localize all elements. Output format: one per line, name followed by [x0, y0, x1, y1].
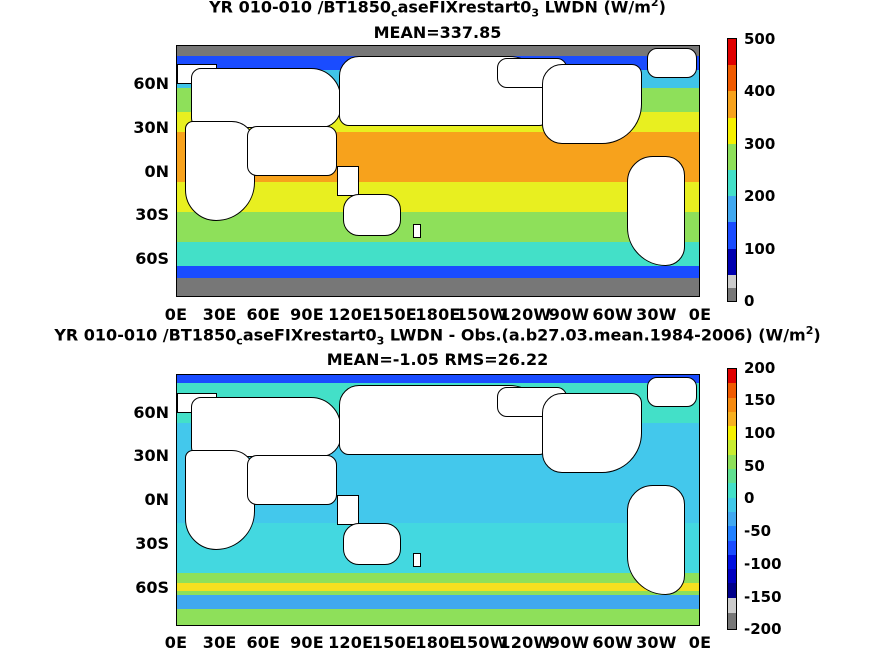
panel2-colorbar-tick: 200 [744, 359, 776, 377]
panel1-lat-label-60n: 60N [133, 74, 169, 93]
panel1-colorbar-tick: 400 [744, 82, 776, 100]
lon-label: 90E [290, 633, 324, 652]
panel1-colorbar-tick: 200 [744, 187, 776, 205]
lon-label: 180E [415, 305, 461, 324]
lon-label: 120E [328, 633, 374, 652]
panel1-lat-label-30n: 30N [133, 118, 169, 137]
lwdn-bias-map [176, 374, 700, 626]
panel1-mean-label: MEAN=337.85 [373, 23, 502, 42]
lon-label: 0E [164, 305, 188, 324]
lon-label: 150W [455, 305, 508, 324]
panel1-colorbar-tick: 0 [744, 292, 755, 310]
panel2-colorbar-tick: 100 [744, 424, 776, 442]
panel1-lat-label-60s: 60S [135, 249, 169, 268]
panel2-lat-label-0n: 0N [144, 490, 169, 509]
lwdn-map [176, 45, 700, 297]
lon-label: 60E [246, 633, 281, 652]
panel1-lat-label-0n: 0N [144, 162, 169, 181]
lon-label: 150E [371, 305, 417, 324]
lon-label: 180E [415, 633, 461, 652]
panel2-title-line1: YR 010-010 /BT1850caseFIXrestart03 LWDN … [54, 324, 821, 348]
panel1-colorbar-tick: 500 [744, 30, 776, 48]
panel2-colorbar-tick: -150 [744, 588, 782, 606]
lon-label: 60W [592, 633, 633, 652]
lon-label: 90W [548, 633, 590, 652]
panel2-lat-label-60n: 60N [133, 403, 169, 422]
panel2-colorbar-tick: -100 [744, 555, 782, 573]
lon-label: 150E [371, 633, 417, 652]
panel2-lat-label-30s: 30S [135, 534, 169, 553]
panel1-colorbar-tick: 100 [744, 240, 776, 258]
panel2-colorbar-tick: -50 [744, 522, 772, 540]
panel2-colorbar-tick: -200 [744, 620, 782, 638]
panel1-colorbar [727, 38, 737, 302]
panel2-colorbar-tick: 50 [744, 457, 765, 475]
lon-label: 30W [636, 305, 677, 324]
panel2-mean-rms-label: MEAN=-1.05 RMS=26.22 [326, 350, 549, 369]
panel2-colorbar-tick: 150 [744, 391, 776, 409]
lon-label: 120W [499, 305, 552, 324]
lon-label: 30W [636, 633, 677, 652]
panel2-colorbar [727, 368, 737, 630]
lon-label: 150W [455, 633, 508, 652]
lon-label: 30E [202, 633, 237, 652]
panel1-colorbar-tick: 300 [744, 135, 776, 153]
panel1-lat-label-30s: 30S [135, 205, 169, 224]
lon-label: 0E [688, 305, 712, 324]
panel1-title-line1: YR 010-010 /BT1850caseFIXrestart03 LWDN … [209, 0, 666, 20]
lon-label: 120W [499, 633, 552, 652]
lon-label: 90W [548, 305, 590, 324]
lon-label: 90E [290, 305, 324, 324]
panel2-lat-label-30n: 30N [133, 446, 169, 465]
lon-label: 120E [328, 305, 374, 324]
panel2-colorbar-tick: 0 [744, 489, 755, 507]
lon-label: 0E [164, 633, 188, 652]
panel2-lat-label-60s: 60S [135, 578, 169, 597]
lon-label: 60E [246, 305, 281, 324]
lon-label: 30E [202, 305, 237, 324]
lon-label: 0E [688, 633, 712, 652]
lon-label: 60W [592, 305, 633, 324]
